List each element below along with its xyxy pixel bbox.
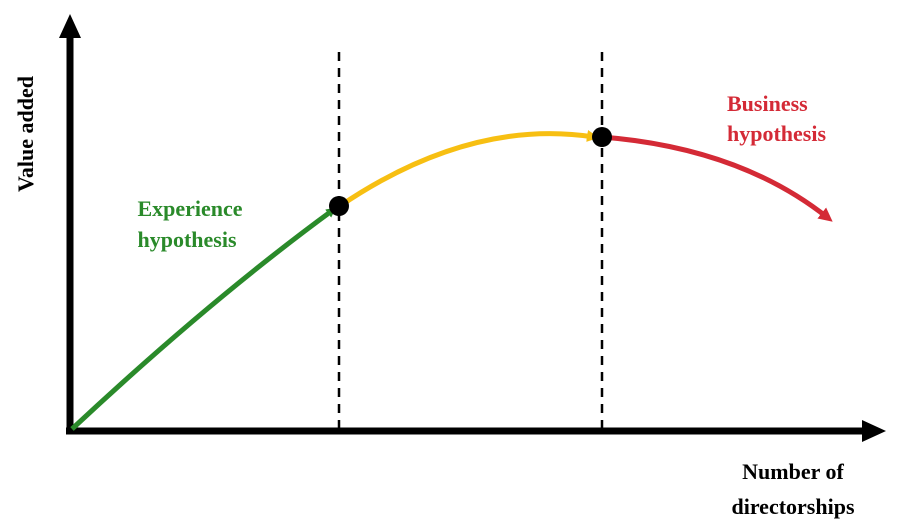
experience-curve: [70, 207, 337, 431]
business-label-line2: hypothesis: [727, 121, 826, 146]
business-label-line1: Business: [727, 91, 808, 116]
transition-point-2: [592, 127, 612, 147]
y-axis-label: Value added: [13, 76, 38, 192]
middle-curve: [338, 130, 599, 209]
x-axis-label-line1: Number of: [742, 459, 844, 484]
experience-label-line2: hypothesis: [137, 227, 236, 252]
transition-point-1: [329, 196, 349, 216]
experience-label-line1: Experience: [137, 196, 242, 221]
x-axis-label-line2: directorships: [731, 494, 854, 519]
x-axis-arrowhead: [862, 420, 886, 442]
business-curve: [601, 134, 833, 222]
y-axis-arrowhead: [59, 14, 81, 38]
